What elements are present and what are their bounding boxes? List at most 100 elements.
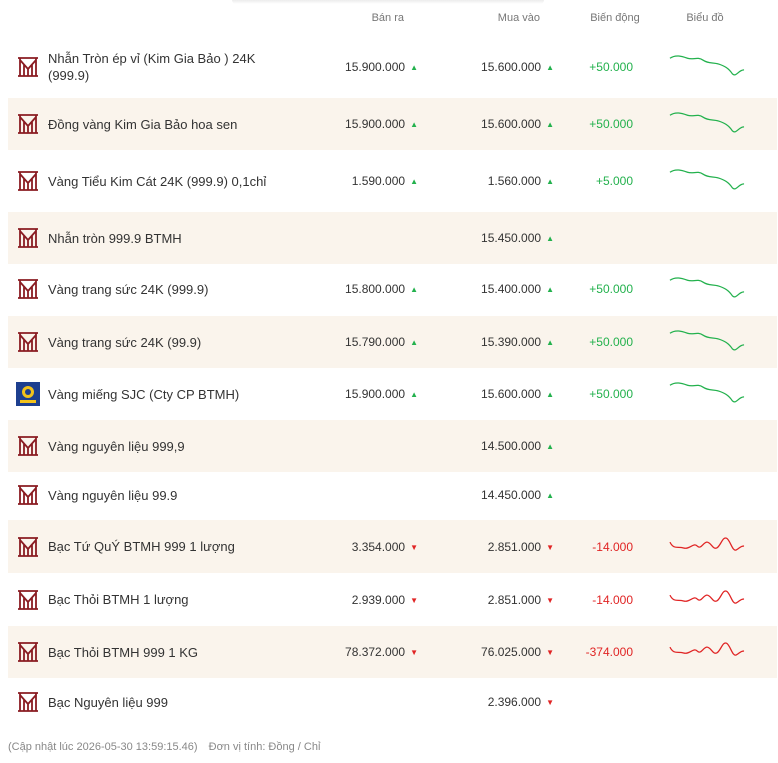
price-change: -14.000 xyxy=(592,592,633,607)
arrow-up-icon: ▲ xyxy=(410,338,418,347)
sell-price: 1.590.000 ▲ xyxy=(308,174,418,188)
product-name[interactable]: Bạc Tứ QuÝ BTMH 999 1 lượng xyxy=(48,539,235,554)
sell-value: 1.590.000 xyxy=(351,174,406,188)
table-row[interactable]: Vàng nguyên liệu 999,9 14.500.000 ▲ xyxy=(8,420,777,472)
buy-price: 15.400.000 ▲ xyxy=(448,282,554,296)
btmh-logo xyxy=(16,169,40,193)
price-change: +50.000 xyxy=(589,387,633,401)
header-sell: Bán ra xyxy=(371,12,404,24)
table-row[interactable]: Vàng nguyên liệu 99.9 14.450.000 ▲ xyxy=(8,470,777,520)
btmh-logo-mark xyxy=(18,642,38,662)
arrow-up-icon: ▲ xyxy=(546,338,554,347)
table-row[interactable]: Bạc Thỏi BTMH 999 1 KG 78.372.000 ▼ 76.025.… xyxy=(8,626,777,678)
product-name[interactable]: Vàng nguyên liệu 999,9 xyxy=(48,438,185,454)
sparkline-down xyxy=(669,536,745,551)
arrow-up-icon: ▲ xyxy=(410,63,418,72)
buy-value: 15.390.000 xyxy=(481,335,542,349)
sparkline-path xyxy=(669,642,745,656)
arrow-up-icon: ▲ xyxy=(546,491,554,500)
btmh-logo-mark xyxy=(18,279,38,299)
buy-price: 15.600.000 ▲ xyxy=(448,117,554,131)
sparkline-down xyxy=(669,642,745,656)
unit-note: Đơn vị tính: Đồng / Chỉ xyxy=(208,741,321,753)
buy-value: 15.450.000 xyxy=(481,231,542,245)
product-name[interactable]: Vàng nguyên liệu 99.9 xyxy=(48,487,178,503)
arrow-up-icon: ▲ xyxy=(410,390,418,399)
sparkline-path xyxy=(669,382,745,403)
buy-value: 14.500.000 xyxy=(481,439,542,453)
btmh-logo-mark xyxy=(18,171,38,191)
sparkline-up xyxy=(669,382,745,403)
product-name[interactable]: Vàng Tiểu Kim Cát 24K (999.9) 0,1chỉ xyxy=(48,173,267,189)
buy-value: 15.600.000 xyxy=(481,117,542,131)
sell-value: 15.900.000 xyxy=(345,60,406,74)
table-row[interactable]: Bạc Tứ QuÝ BTMH 999 1 lượng 3.354.000 ▼ 2.8… xyxy=(8,520,777,573)
sparkline-down xyxy=(669,589,745,604)
buy-value: 2.851.000 xyxy=(487,592,542,607)
arrow-down-icon: ▼ xyxy=(546,542,554,552)
arrow-down-icon: ▼ xyxy=(546,595,554,605)
table-row[interactable]: Nhẫn tròn 999.9 BTMH 15.450.000 ▲ xyxy=(8,212,777,264)
top-shade xyxy=(232,0,544,4)
buy-value: 2.396.000 xyxy=(487,695,542,709)
btmh-logo xyxy=(16,690,40,714)
table-header: Bán ra Mua vào Biến động Biểu đồ xyxy=(0,12,778,30)
buy-price: 2.851.000 ▼ xyxy=(448,540,554,554)
arrow-up-icon: ▲ xyxy=(546,177,554,186)
product-name[interactable]: Đồng vàng Kim Gia Bảo hoa sen xyxy=(48,116,238,132)
sell-value: 15.790.000 xyxy=(345,335,406,349)
product-name[interactable]: Bạc Thỏi BTMH 999 1 KG xyxy=(48,644,199,660)
product-name[interactable]: Bạc Nguyên liệu 999 xyxy=(48,694,168,710)
buy-value: 1.560.000 xyxy=(487,174,542,188)
product-name[interactable]: Nhẫn tròn 999.9 BTMH xyxy=(48,230,182,246)
sparkline-path xyxy=(669,589,745,604)
sell-price: 15.800.000 ▲ xyxy=(308,282,418,296)
sell-value: 15.900.000 xyxy=(345,117,406,131)
product-name[interactable]: Nhẫn Tròn ép vỉ (Kim Gia Bảo ) 24K (999.… xyxy=(48,51,256,83)
table-row[interactable]: Vàng trang sức 24K (99.9) 15.790.000 ▲ 15.3… xyxy=(8,316,777,368)
btmh-logo xyxy=(16,640,40,664)
sjc-logo xyxy=(16,382,40,406)
sell-value: 78.372.000 xyxy=(345,645,406,659)
btmh-logo-mark xyxy=(18,228,38,248)
table-row[interactable]: Vàng Tiểu Kim Cát 24K (999.9) 0,1chỉ 1.59… xyxy=(8,150,777,212)
product-name[interactable]: Vàng miếng SJC (Cty CP BTMH) xyxy=(48,386,240,402)
btmh-logo-mark xyxy=(18,57,38,77)
arrow-up-icon: ▲ xyxy=(546,390,554,399)
sparkline-up xyxy=(669,277,745,298)
sell-value: 2.939.000 xyxy=(351,592,406,607)
sell-value: 3.354.000 xyxy=(351,539,406,554)
header-chart: Biểu đồ xyxy=(686,12,724,24)
sparkline-path xyxy=(669,55,745,76)
sell-price: 15.790.000 ▲ xyxy=(308,335,418,349)
price-change: +50.000 xyxy=(589,60,633,74)
arrow-up-icon: ▲ xyxy=(546,442,554,451)
table-row[interactable]: Nhẫn Tròn ép vỉ (Kim Gia Bảo ) 24K (999.… xyxy=(8,36,777,98)
product-name[interactable]: Vàng trang sức 24K (99.9) xyxy=(48,334,202,350)
price-change: +50.000 xyxy=(589,335,633,349)
table-row[interactable]: Đồng vàng Kim Gia Bảo hoa sen 15.900.000 ▲… xyxy=(8,98,777,150)
arrow-down-icon: ▼ xyxy=(546,648,554,657)
btmh-logo xyxy=(16,434,40,458)
btmh-logo xyxy=(16,277,40,301)
buy-value: 76.025.000 xyxy=(481,645,542,659)
btmh-logo-mark xyxy=(18,589,38,610)
table-row[interactable]: Vàng miếng SJC (Cty CP BTMH) 15.900.000 ▲ 1… xyxy=(8,368,777,420)
product-name[interactable]: Vàng trang sức 24K (999.9) xyxy=(48,281,209,297)
table-row[interactable]: Bạc Nguyên liệu 999 2.396.000 ▼ xyxy=(8,678,777,726)
buy-price: 15.450.000 ▲ xyxy=(448,231,554,245)
sparkline-path xyxy=(669,112,745,133)
btmh-logo-mark xyxy=(18,332,38,352)
sell-price: 78.372.000 ▼ xyxy=(308,645,418,659)
sparkline-up xyxy=(669,55,745,76)
arrow-down-icon: ▼ xyxy=(410,648,418,657)
product-name[interactable]: Bạc Thỏi BTMH 1 lượng xyxy=(48,592,189,607)
buy-price: 15.600.000 ▲ xyxy=(448,60,554,74)
table-row[interactable]: Vàng trang sức 24K (999.9) 15.800.000 ▲ 15.… xyxy=(8,262,777,316)
table-row[interactable]: Bạc Thỏi BTMH 1 lượng 2.939.000 ▼ 2.851.000… xyxy=(8,573,777,626)
sparkline-path xyxy=(669,169,745,190)
btmh-logo xyxy=(16,112,40,136)
sparkline-path xyxy=(669,330,745,351)
sell-price: 15.900.000 ▲ xyxy=(308,60,418,74)
sjc-logo-mark xyxy=(16,382,40,406)
